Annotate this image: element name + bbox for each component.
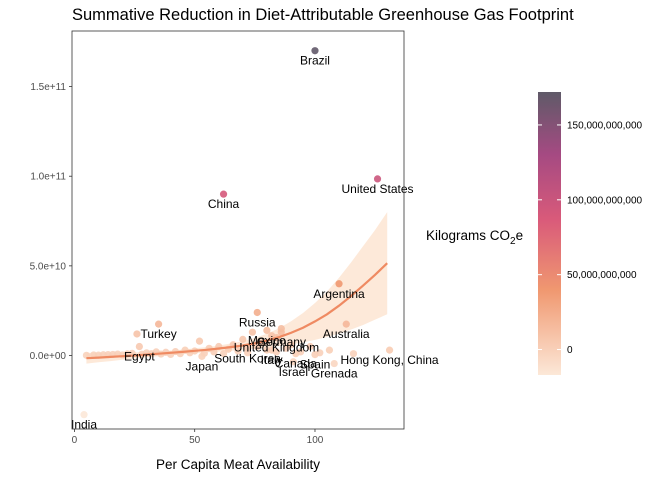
legend-tick-label: 150,000,000,000 <box>567 120 643 131</box>
smooth-confidence-band-layer <box>86 212 388 364</box>
data-point <box>248 328 257 336</box>
data-point <box>133 330 141 338</box>
point-label: Grenada <box>311 367 358 381</box>
point-label: Australia <box>323 327 370 341</box>
data-point <box>306 342 314 351</box>
point-label: China <box>208 197 240 211</box>
point-label: Japan <box>186 359 219 373</box>
point-labels-layer: Brazil United States China Argentina Russia T… <box>71 54 439 432</box>
legend-tick-label: 0 <box>567 345 573 356</box>
smooth-line-layer <box>86 262 388 360</box>
point-label: Brazil <box>300 54 330 68</box>
y-axis: 0.0e+00 5.0e+10 1.0e+11 1.5e+11 <box>30 82 72 362</box>
legend-title: Kilograms CO2e <box>426 228 523 247</box>
data-point-hong-kong-china <box>385 346 394 354</box>
points-layer <box>80 47 394 419</box>
point-label: Israel <box>279 365 308 379</box>
point-label: Germany <box>257 335 306 349</box>
point-label: India <box>71 418 97 432</box>
y-tick-label: 5.0e+10 <box>30 261 67 272</box>
data-point <box>287 341 295 349</box>
plot-area: Brazil United States China Argentina Russia T… <box>71 30 439 432</box>
legend-color-bar <box>538 92 561 375</box>
point-label: Turkey <box>140 327 176 341</box>
data-point-russia <box>253 308 261 317</box>
point-label: South Korea <box>214 351 281 365</box>
legend-tick-label: 50,000,000,000 <box>567 270 637 281</box>
point-label: Russia <box>239 315 276 329</box>
data-point-canada <box>292 350 300 358</box>
point-label: Hong Kong, China <box>341 353 439 367</box>
point-label: United States <box>342 182 414 196</box>
y-tick-label: 1.0e+11 <box>30 172 66 183</box>
data-point <box>239 335 247 343</box>
data-point-japan <box>198 352 206 360</box>
data-point-china <box>219 190 228 198</box>
panel-border <box>71 30 405 430</box>
point-label: Mexico <box>248 333 286 347</box>
x-tick-label: 50 <box>189 435 201 446</box>
data-point-australia <box>342 320 350 328</box>
data-point-argentina <box>335 280 343 288</box>
data-point-brazil <box>311 47 319 55</box>
data-point <box>325 346 334 354</box>
y-tick-label: 0.0e+00 <box>30 351 67 362</box>
legend-tick-label: 100,000,000,000 <box>567 195 643 206</box>
data-point-egypt <box>135 342 143 351</box>
data-point-italy <box>268 346 276 354</box>
point-label: Argentina <box>313 287 365 301</box>
x-tick-label: 0 <box>72 435 78 446</box>
data-point-india <box>80 411 88 419</box>
data-point-south-korea <box>244 344 252 352</box>
data-point <box>234 347 242 355</box>
point-label: United Kingdom <box>234 341 319 355</box>
point-label: Canada <box>275 357 317 371</box>
data-point-united-states <box>373 175 382 183</box>
data-point <box>349 350 358 358</box>
data-point-grenada <box>330 359 338 368</box>
data-point-turkey <box>155 320 163 328</box>
chart-title: Summative Reduction in Diet-Attributable… <box>72 6 574 24</box>
point-label: Italy <box>261 353 283 367</box>
y-tick-label: 1.5e+11 <box>30 82 66 93</box>
data-point <box>219 350 228 358</box>
data-point-spain <box>311 350 319 359</box>
point-label: Spain <box>300 358 331 372</box>
point-label: Egypt <box>124 350 155 364</box>
smooth-confidence-band <box>86 212 388 364</box>
color-legend: Kilograms CO2e 0 50,000,000,000 100,000,00… <box>426 92 643 375</box>
data-point-germany <box>277 328 285 336</box>
data-point-israel <box>289 358 297 366</box>
x-axis-title: Per Capita Meat Availability <box>156 457 320 472</box>
x-tick-label: 100 <box>307 435 324 446</box>
x-axis: 0 50 100 <box>72 429 324 446</box>
smooth-trend-line <box>86 262 388 360</box>
data-point <box>195 337 204 345</box>
legend-ticks: 0 50,000,000,000 100,000,000,000 150,000,00… <box>538 120 643 356</box>
data-point-mexico <box>263 326 271 334</box>
